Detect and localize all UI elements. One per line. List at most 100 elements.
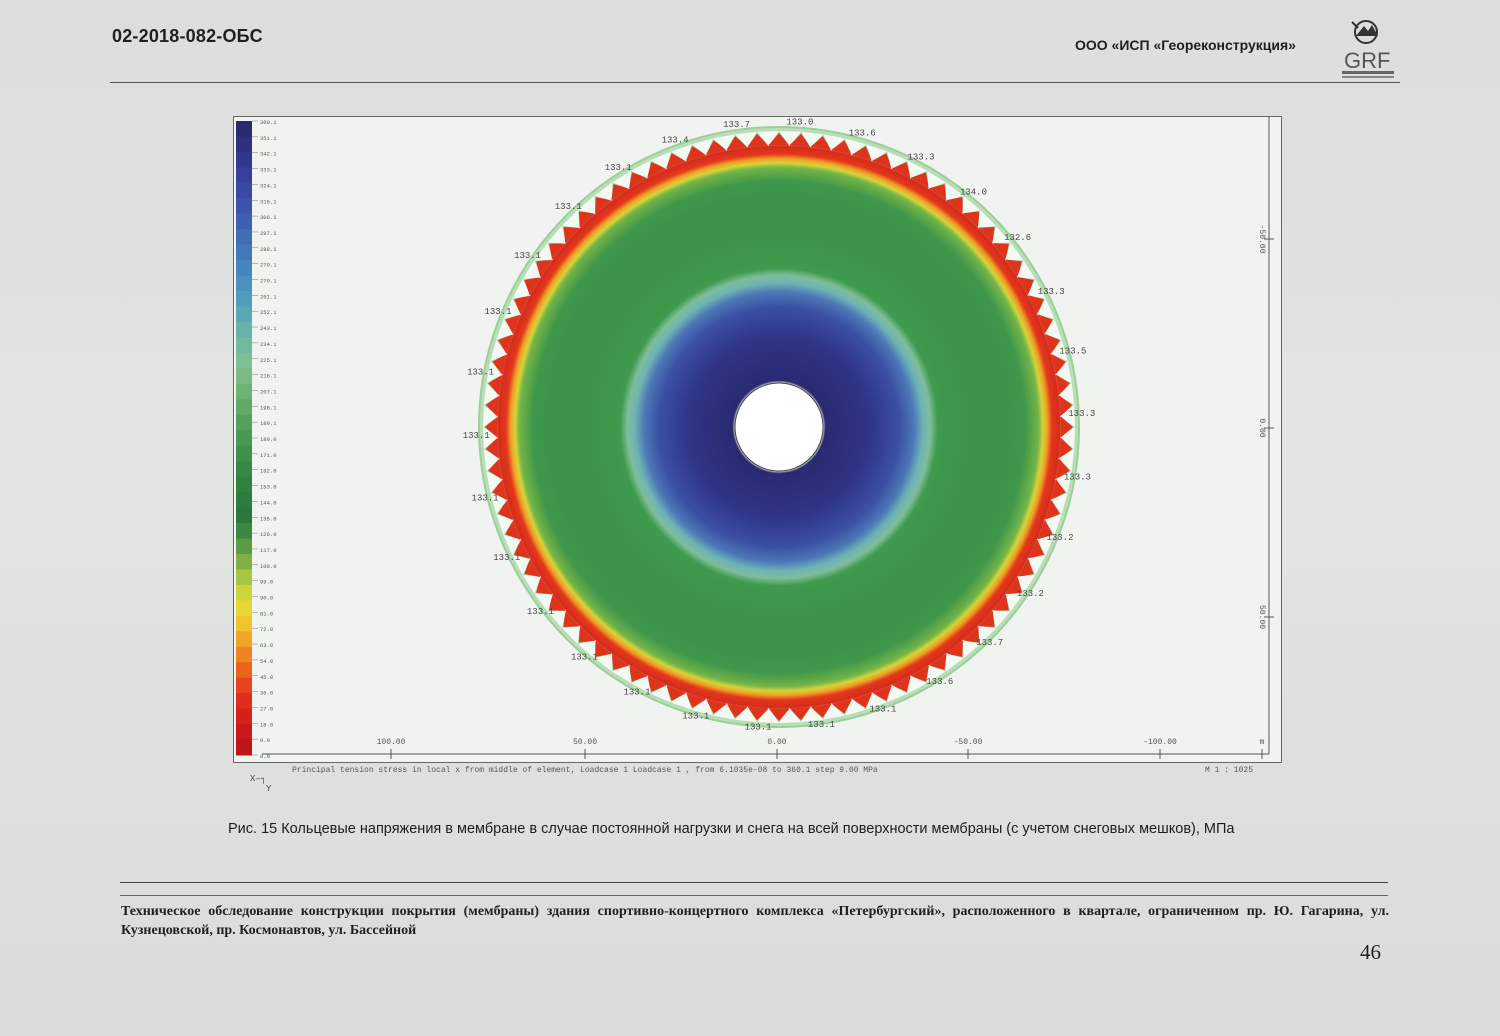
edge-tooth-red [595,197,612,214]
edge-tooth [512,279,531,299]
axis-y-label: Y [266,784,272,794]
legend-swatch [236,724,252,741]
ring-value-label: 133.1 [555,202,582,212]
ring-value-label: 133.1 [808,720,835,730]
edge-tooth [887,151,908,170]
ring-value-label: 132.6 [1004,233,1031,243]
edge-tooth [670,144,692,162]
legend-swatch [236,569,252,586]
edge-tooth [1005,242,1024,261]
legend-value-label: 153.0 [260,484,277,491]
edge-tooth-red [789,707,811,721]
legend-swatch [236,275,252,292]
legend-value-label: 126.0 [260,531,277,538]
legend-value-label: 270.1 [260,278,277,285]
edge-tooth [1036,298,1055,319]
edge-tooth-red [505,520,521,540]
membrane-outline [478,126,1080,728]
edge-tooth-red [1005,577,1022,595]
edge-tooth-red [549,594,566,611]
ring-value-label: 133.1 [571,652,598,662]
edge-tooth-red [505,314,521,334]
ring-value-label: 133.4 [662,135,689,145]
legend-value-label: 81.0 [260,610,273,617]
edge-tooth [1055,471,1072,493]
figure-footer: Principal tension stress in local x from… [292,766,878,775]
legend-value-label: 360.1 [260,119,277,126]
edge-tooth [490,339,508,362]
edge-tooth [779,707,802,723]
edge-tooth-red [498,500,513,521]
ring-value-label: 133.1 [472,494,499,504]
edge-tooth-red [685,146,706,161]
edge-tooth-red [666,153,686,169]
edge-tooth-red [910,665,929,682]
edge-tooth-red [1045,500,1060,521]
edge-tooth [534,242,553,261]
legend-swatch [236,646,252,663]
ring-value-label: 133.1 [745,722,772,732]
legend-value-label: 117.0 [260,547,277,554]
edge-tooth-red [1017,277,1034,296]
edge-tooth-red [910,172,929,189]
edge-tooth [977,625,996,644]
axis-x-label: X [250,774,256,784]
edge-tooth [486,471,503,493]
edge-tooth [801,131,824,148]
legend-value-label: 9.0 [260,737,270,744]
ring-value-label: 133.1 [514,251,541,261]
edge-tooth-red [1045,333,1060,354]
edge-tooth-red [768,708,790,721]
edge-tooth [1059,427,1075,450]
stress-plot: 360.1 351.1 342.1 333.1 324.1 315.1 306.1 297.1… [236,117,1274,760]
svg-text:GRF: GRF [1344,48,1390,73]
ring-value-label: 133.1 [463,431,490,441]
edge-tooth [547,225,566,244]
edge-tooth-red [992,594,1009,611]
grf-logo: GRF [1342,20,1394,78]
edge-tooth [503,535,522,556]
legend-value-label: 297.1 [260,230,277,237]
edge-tooth-red [629,172,648,189]
legend-swatch [236,337,252,354]
edge-tooth [713,703,735,720]
legend-value-label: 198.1 [260,404,277,411]
edge-tooth-red [872,685,892,701]
legend-swatch [236,121,252,137]
legend-value-label: 243.1 [260,325,277,332]
edge-tooth [534,593,553,612]
edge-tooth-red [485,416,498,438]
inner-ring-opening [734,382,824,472]
edge-tooth [1027,555,1046,575]
legend-value-label: 108.0 [260,563,277,570]
ring-value-label: 133.3 [907,152,934,162]
legend-swatch [236,492,252,509]
legend-swatch [236,708,252,725]
edge-tooth-red [768,133,790,146]
edge-tooth-red [536,577,553,595]
ring-value-label: 133.1 [527,607,554,617]
edge-tooth-red [789,133,811,147]
legend-value-label: 261.1 [260,293,277,300]
edge-tooth-red [946,640,963,657]
edge-tooth [823,703,845,720]
ring-value-label: 133.1 [623,688,650,698]
edge-tooth [486,361,503,383]
edge-tooth [577,640,596,659]
edge-tooth [483,449,500,472]
edge-tooth [691,698,714,716]
edge-tooth [562,210,581,229]
ring-value-label: 133.3 [1064,472,1091,482]
edge-tooth [1058,382,1075,405]
edge-tooth-red [946,197,963,214]
edge-tooth-red [1037,520,1053,540]
edge-tooth-red [929,184,947,201]
legend-value-label: 252.1 [260,309,277,316]
legend-swatch [236,523,252,540]
edge-tooth [927,170,946,190]
legend-swatch [236,368,252,385]
edge-tooth [756,131,779,147]
edge-tooth [1059,404,1075,427]
edge-tooth [713,134,735,151]
